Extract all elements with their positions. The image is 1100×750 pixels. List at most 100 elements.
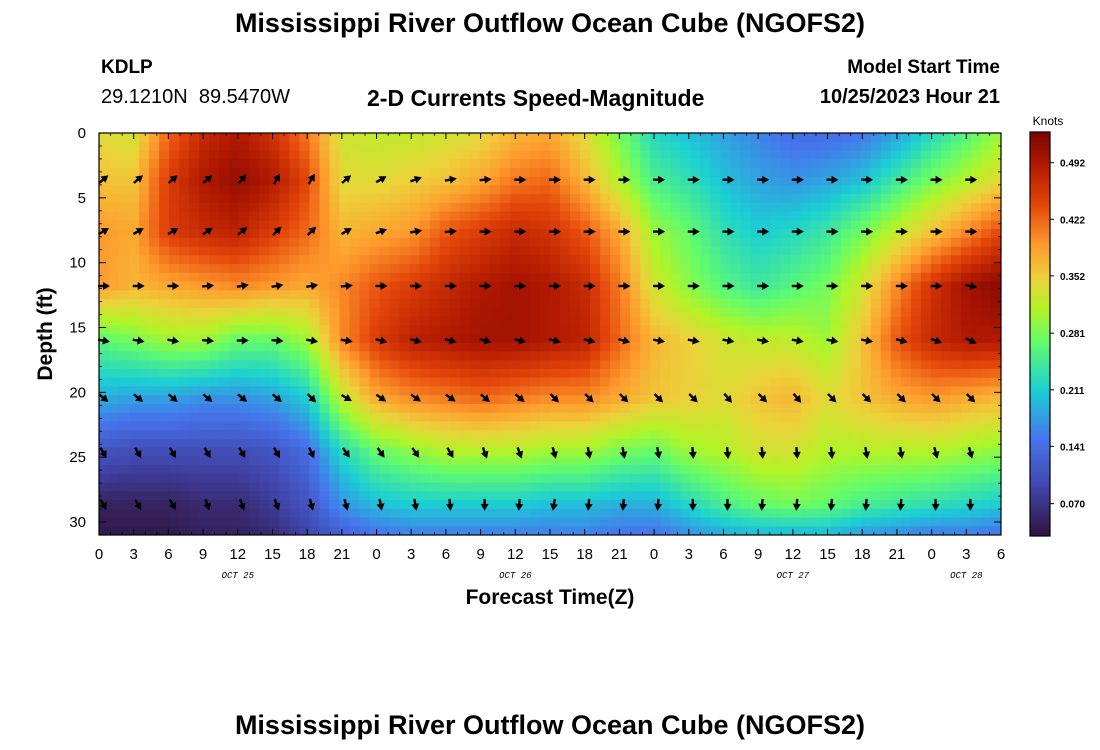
heatmap-cell xyxy=(469,281,481,291)
heatmap-cell xyxy=(850,255,862,265)
heatmap-cell xyxy=(249,403,260,414)
heatmap-cell xyxy=(590,176,601,187)
heatmap-cell xyxy=(299,246,311,256)
heatmap-cell xyxy=(720,386,731,396)
heatmap-cell xyxy=(950,473,962,484)
heatmap-cell xyxy=(850,141,862,152)
heatmap-cell xyxy=(640,368,651,379)
heatmap-cell xyxy=(570,412,581,422)
heatmap-cell xyxy=(439,473,451,484)
heatmap-cell xyxy=(980,307,992,318)
heatmap-cell xyxy=(189,360,200,370)
heatmap-cell xyxy=(760,264,772,274)
heatmap-cell xyxy=(730,255,742,265)
heatmap-cell xyxy=(730,334,742,344)
heatmap-cell xyxy=(670,482,681,492)
heatmap-cell xyxy=(529,334,541,344)
heatmap-cell xyxy=(570,342,581,353)
heatmap-cell xyxy=(830,456,842,466)
heatmap-cell xyxy=(439,255,451,265)
heatmap-cell xyxy=(610,482,621,492)
heatmap-cell xyxy=(750,325,762,335)
heatmap-cell xyxy=(760,351,772,361)
current-vector xyxy=(203,447,211,459)
heatmap-cell xyxy=(329,237,341,248)
x-tick-label: 12 xyxy=(229,546,246,563)
heatmap-cell xyxy=(119,290,130,300)
heatmap-cell xyxy=(369,438,381,449)
heatmap-cell xyxy=(479,307,491,318)
heatmap-cell xyxy=(189,316,200,326)
heatmap-cell xyxy=(910,141,922,152)
heatmap-cell xyxy=(590,421,601,431)
heatmap-cell xyxy=(409,386,421,396)
heatmap-cell xyxy=(539,176,551,187)
heatmap-cell xyxy=(429,255,441,265)
heatmap-cell xyxy=(409,202,421,213)
heatmap-cell xyxy=(489,159,501,169)
heatmap-cell xyxy=(249,220,260,230)
heatmap-cell xyxy=(499,159,511,169)
heatmap-cell xyxy=(940,141,952,152)
heatmap-cell xyxy=(479,299,491,309)
heatmap-cell xyxy=(349,316,361,326)
heatmap-cell xyxy=(209,237,220,248)
colorbar-tick-label: 0.281 xyxy=(1060,329,1085,340)
heatmap-cell xyxy=(830,167,842,178)
heatmap-cell xyxy=(99,150,110,160)
heatmap-cell xyxy=(740,508,752,519)
heatmap-cell xyxy=(399,508,411,519)
heatmap-cell xyxy=(750,334,762,344)
heatmap-cell xyxy=(830,526,842,535)
heatmap-cell xyxy=(710,360,721,370)
heatmap-cell xyxy=(990,334,1001,344)
heatmap-cell xyxy=(99,360,110,370)
heatmap-cell xyxy=(519,482,531,492)
heatmap-cell xyxy=(600,351,611,361)
heatmap-cell xyxy=(910,403,922,414)
heatmap-cell xyxy=(109,220,120,230)
heatmap-cell xyxy=(329,447,341,457)
heatmap-cell xyxy=(640,377,651,388)
heatmap-cell xyxy=(900,473,912,484)
heatmap-cell xyxy=(890,473,902,484)
heatmap-cell xyxy=(730,290,742,300)
heatmap-cell xyxy=(169,360,180,370)
heatmap-cell xyxy=(329,211,341,221)
heatmap-cell xyxy=(259,264,270,274)
heatmap-cell xyxy=(940,325,952,335)
heatmap-cell xyxy=(139,220,150,230)
heatmap-cell xyxy=(680,255,691,265)
heatmap-cell xyxy=(800,194,812,204)
heatmap-cell xyxy=(830,290,842,300)
heatmap-cell xyxy=(580,386,591,396)
heatmap-cell xyxy=(740,316,752,326)
heatmap-cell xyxy=(209,421,220,431)
heatmap-cell xyxy=(529,491,541,501)
heatmap-cell xyxy=(139,246,150,256)
heatmap-cell xyxy=(119,360,130,370)
heatmap-cell xyxy=(459,342,471,353)
heatmap-cell xyxy=(369,237,381,248)
x-tick-label: 18 xyxy=(576,546,593,563)
heatmap-cell xyxy=(539,491,551,501)
heatmap-cell xyxy=(279,185,291,195)
heatmap-cell xyxy=(259,430,270,440)
current-vector xyxy=(307,173,315,185)
heatmap-cell xyxy=(469,264,481,274)
heatmap-cell xyxy=(630,133,641,143)
heatmap-cell xyxy=(970,167,982,178)
heatmap-cell xyxy=(970,342,982,353)
heatmap-cell xyxy=(249,133,260,143)
heatmap-cell xyxy=(680,167,691,178)
heatmap-cell xyxy=(830,211,842,221)
heatmap-cell xyxy=(269,491,280,501)
heatmap-cell xyxy=(279,290,291,300)
heatmap-cell xyxy=(840,176,852,187)
heatmap-cell xyxy=(109,281,120,291)
heatmap-cell xyxy=(509,290,521,300)
heatmap-cell xyxy=(269,255,280,265)
heatmap-cell xyxy=(209,360,220,370)
heatmap-cell xyxy=(770,299,782,309)
heatmap-cell xyxy=(760,255,772,265)
